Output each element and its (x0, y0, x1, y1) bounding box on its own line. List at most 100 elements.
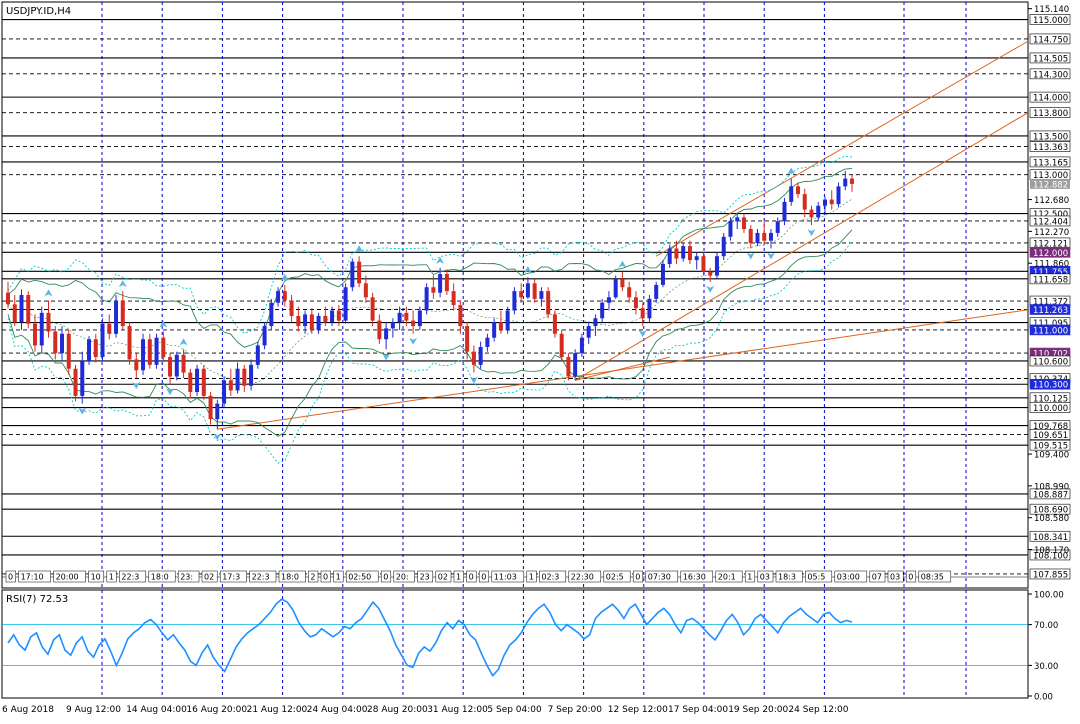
candle-body (674, 248, 679, 259)
price-level-tag (1029, 439, 1071, 451)
session-time-label: 20:00 (56, 573, 79, 582)
fractal-down-marker (638, 330, 647, 338)
price-level-tag (1029, 273, 1071, 285)
candle-body (660, 263, 665, 285)
price-axis-tick-label: 108.990 (1034, 482, 1069, 492)
fractal-up-marker (44, 289, 53, 297)
candle-body (330, 310, 335, 323)
session-time-box (201, 570, 218, 583)
candle-body (384, 328, 389, 340)
price-level-label: 111.658 (1033, 275, 1068, 285)
candle-body (228, 380, 233, 391)
candle-body (525, 283, 530, 298)
candle-body (323, 315, 328, 323)
session-time-label: 0 (481, 573, 486, 582)
trend-line-short (575, 356, 670, 381)
candle-body (377, 320, 382, 340)
price-level-tag (1029, 378, 1071, 390)
candle-body (134, 359, 139, 371)
session-time-label: 17:3 (222, 573, 240, 582)
candle-body (235, 368, 240, 391)
trend-line-long (217, 309, 1029, 430)
session-time-box (466, 570, 477, 583)
session-time-label: 0 (908, 573, 913, 582)
candle-body (492, 322, 497, 338)
candle-body (60, 333, 65, 354)
price-axis-tick-label: 112.680 (1034, 196, 1069, 206)
price-level-label: 109.768 (1033, 422, 1068, 432)
candle-body (816, 205, 821, 218)
session-time-label: 18:3 (778, 573, 796, 582)
rsi-line (7, 598, 853, 677)
date-tick-label: 31 Aug 12:00 (427, 705, 488, 715)
price-level-label: 112.121 (1033, 239, 1068, 249)
session-time-box (680, 570, 714, 583)
session-time-label: 02 (438, 573, 448, 582)
candle-body (87, 339, 92, 361)
candle-body (350, 261, 355, 288)
candle-body (843, 178, 848, 187)
session-time-box (478, 570, 490, 583)
candle-body (681, 246, 686, 259)
session-time-label: 02:50 (348, 573, 371, 582)
session-time-label: 0 (635, 573, 640, 582)
session-time-label: 23 (420, 573, 430, 582)
session-time-box (88, 570, 105, 583)
session-time-label: 07 (872, 573, 882, 582)
candle-body (147, 339, 152, 365)
session-time-label: 0 (8, 573, 13, 582)
session-time-label: 11:03 (494, 573, 517, 582)
price-level-tag (1029, 324, 1071, 336)
fractal-up-marker (118, 280, 127, 288)
session-time-box (380, 570, 392, 583)
fractal-down-marker (382, 353, 391, 361)
price-level-label: 108.887 (1033, 490, 1068, 500)
session-time-box (249, 570, 277, 583)
fractal-down-marker (469, 376, 478, 384)
price-level-label: 114.750 (1033, 35, 1068, 45)
candle-body (316, 315, 321, 330)
candle-body (249, 364, 254, 386)
candle-body (404, 312, 409, 321)
candle-body (276, 291, 281, 303)
candle-body (667, 248, 672, 264)
candle-body (789, 186, 794, 202)
session-time-box (905, 570, 917, 583)
candle-body (498, 322, 503, 330)
candle-body (606, 297, 611, 303)
candle-body (208, 395, 213, 420)
session-time-box (53, 570, 86, 583)
session-time-label: 18:0 (281, 573, 299, 582)
rsi-axis-tick-label: 0.00 (1034, 693, 1053, 703)
candle-body (721, 236, 726, 257)
price-level-tag (1029, 52, 1071, 64)
session-time-label: 02:3 (541, 573, 559, 582)
session-time-box (393, 570, 415, 583)
candle-body (762, 232, 767, 241)
trend-lines (217, 40, 1029, 430)
session-time-label: 05:5 (807, 573, 825, 582)
fractal-down-marker (409, 337, 418, 345)
session-time-box (775, 570, 803, 583)
session-time-label: 1 (456, 573, 461, 582)
current-price-label: 112.882 (1033, 180, 1068, 190)
date-tick-label: 28 Aug 20:00 (367, 705, 428, 715)
session-time-box (278, 570, 306, 583)
candle-body (181, 354, 186, 373)
candle-body (201, 368, 206, 396)
candle-body (829, 199, 834, 205)
session-time-label: 23: (180, 573, 193, 582)
price-axis-tick-label: 115.140 (1034, 5, 1069, 15)
candle-body (141, 339, 146, 371)
session-time-label: 1 (747, 573, 752, 582)
rsi-plot-frame (1, 589, 1029, 699)
candle-body (755, 232, 760, 244)
candle-body (654, 284, 659, 299)
price-level-label: 110.125 (1033, 394, 1068, 404)
candle-body (694, 256, 699, 261)
price-level-tag (1029, 503, 1071, 515)
date-tick-label: 6 Aug 2018 (2, 705, 54, 715)
fractal-up-marker (436, 256, 445, 264)
candle-body (795, 186, 800, 195)
price-level-label: 107.855 (1033, 570, 1068, 580)
